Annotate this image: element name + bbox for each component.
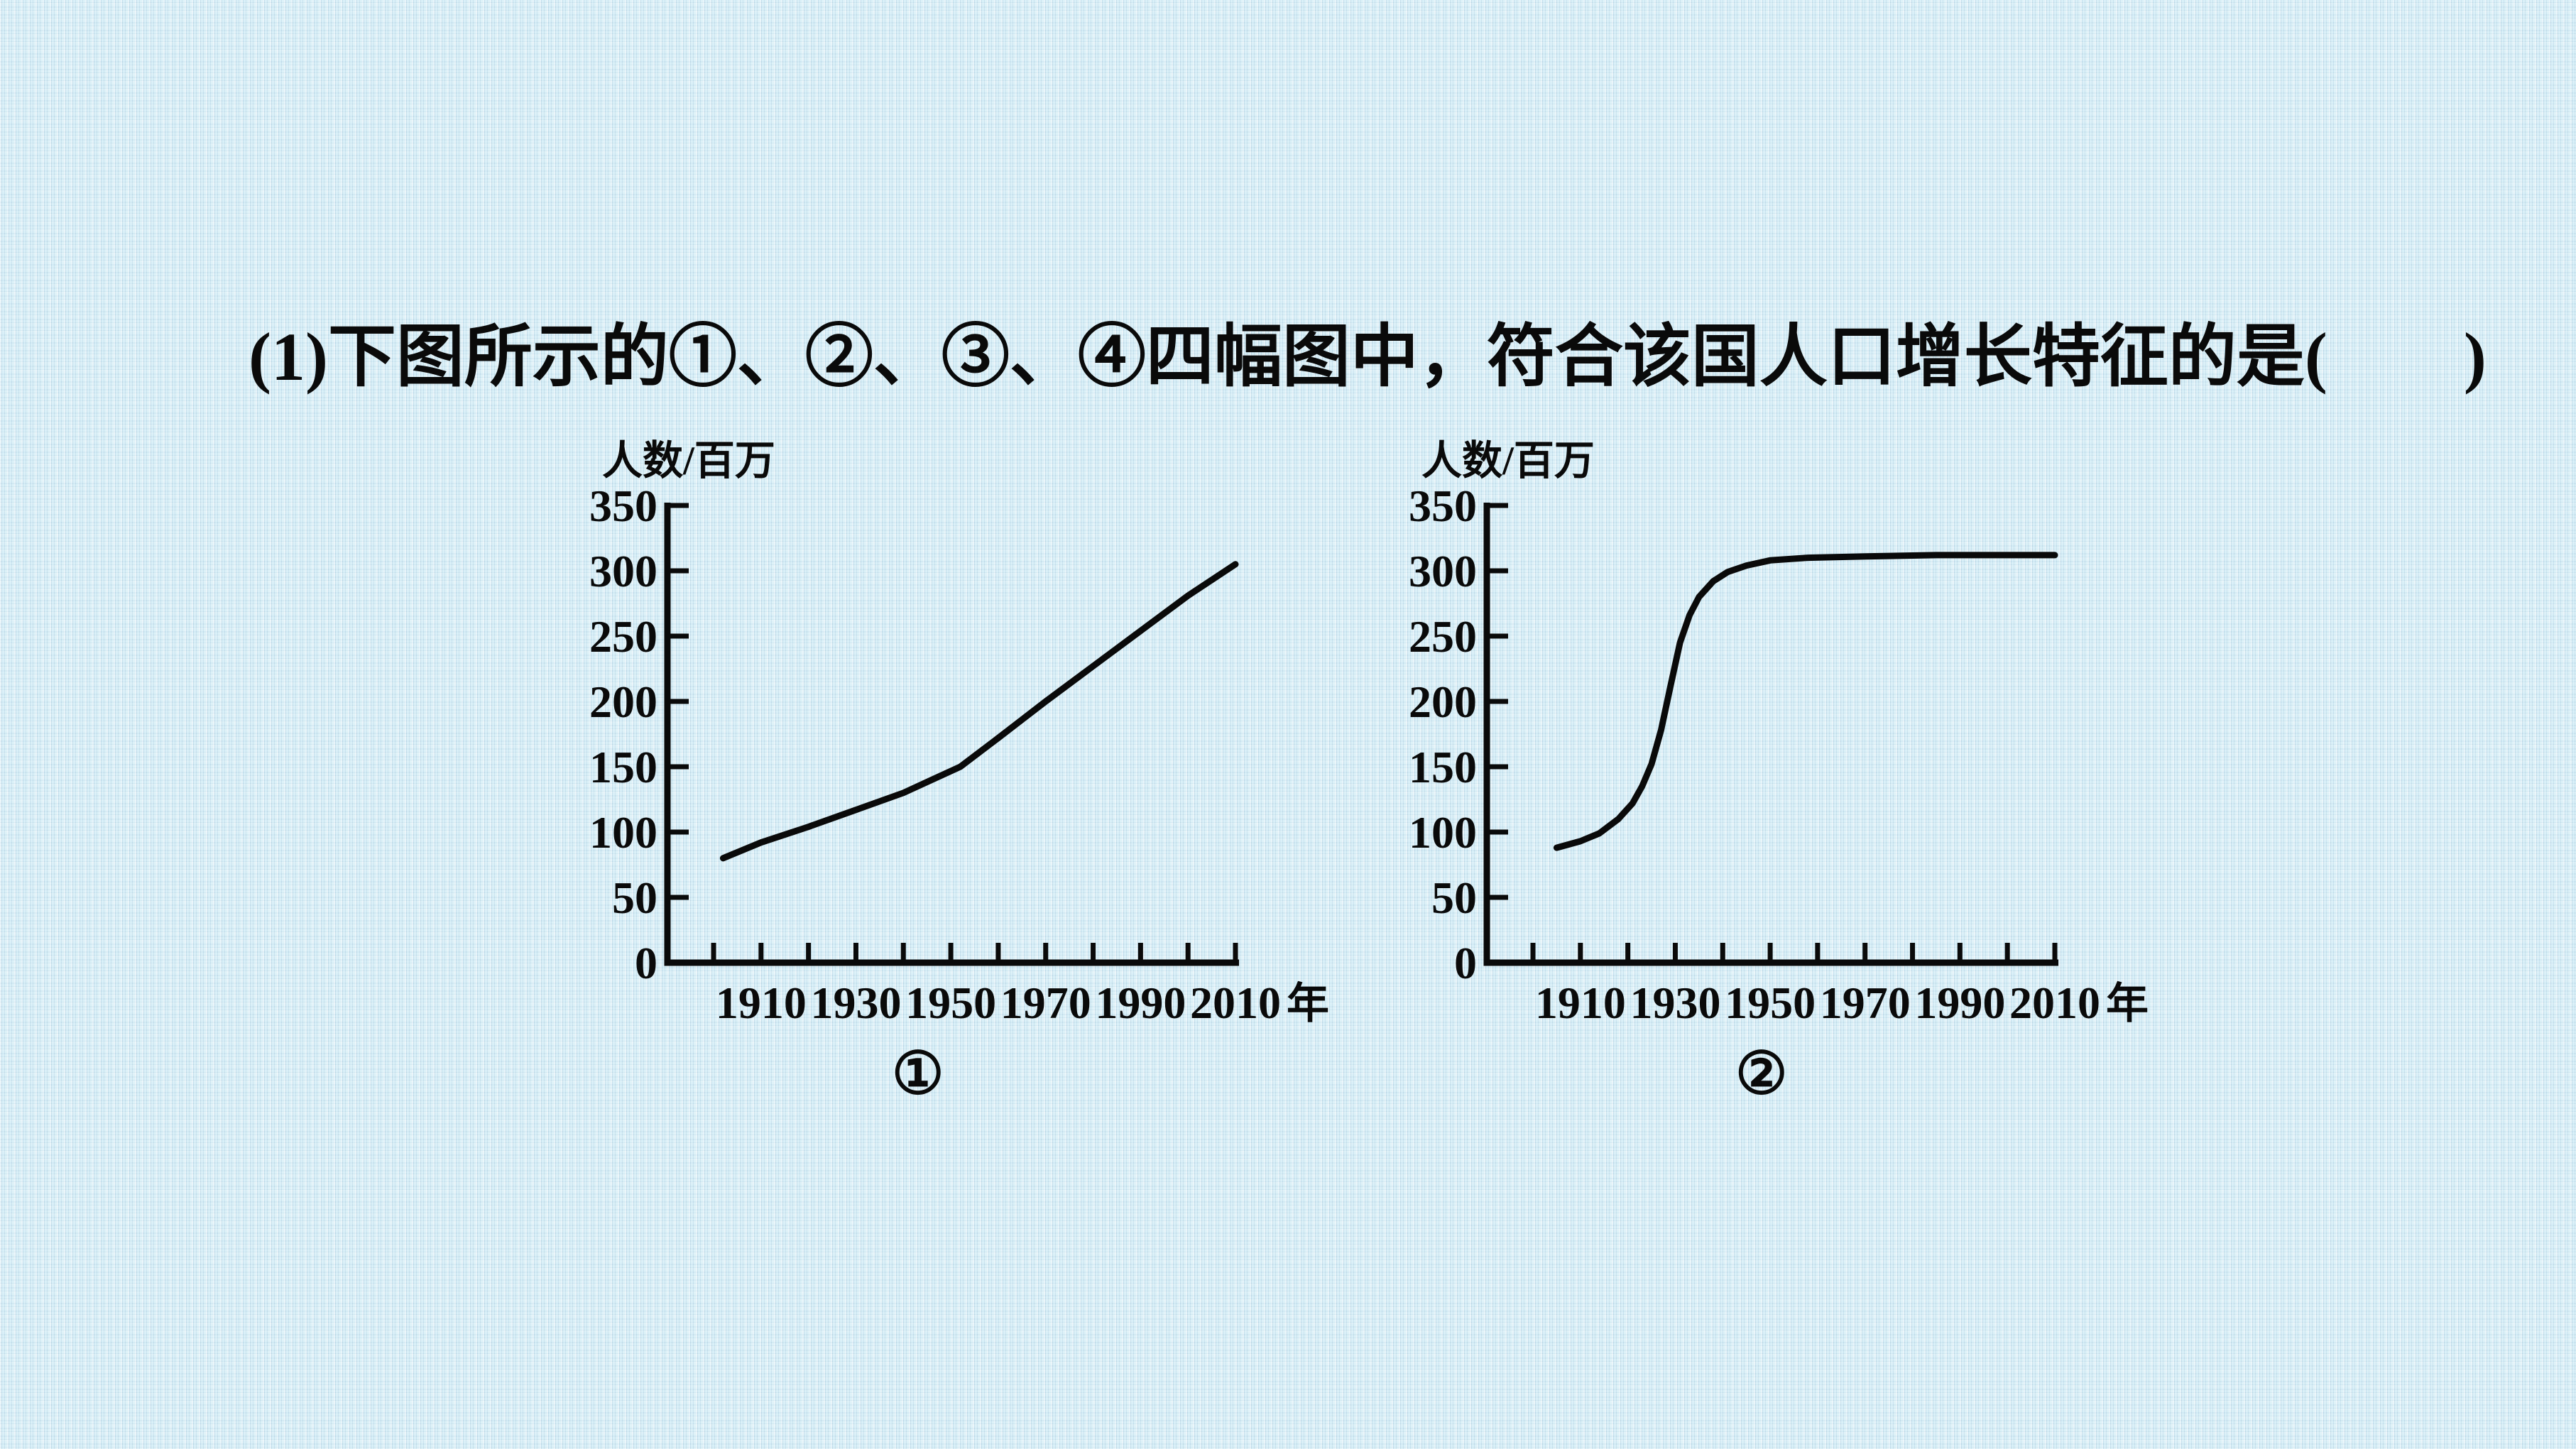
y-tick-label: 300 — [1409, 546, 1477, 596]
x-tick-label: 2010 — [1190, 978, 1281, 1028]
x-tick-label: 1990 — [1914, 978, 2005, 1028]
y-tick-label: 50 — [1431, 873, 1477, 923]
y-tick-label: 350 — [589, 481, 657, 531]
x-tick-label: 1930 — [810, 978, 901, 1028]
y-tick-label: 100 — [589, 807, 657, 858]
y-tick-label: 250 — [589, 611, 657, 662]
chart-1: 人数/百万 0 50 100 150 200 250 300 350 1910 1930 1950 19… — [582, 419, 1349, 1129]
chart-1-caption: ① — [892, 1041, 944, 1106]
axes — [1483, 503, 2058, 966]
y-tick-label: 50 — [612, 873, 657, 923]
y-tick-label: 0 — [1454, 938, 1477, 988]
y-tick-label: 150 — [589, 742, 657, 792]
y-tick-label: 200 — [1409, 677, 1477, 727]
x-axis-unit-label: 年 — [1287, 980, 1329, 1027]
y-tick-label: 200 — [589, 677, 657, 727]
x-tick-label: 1950 — [1725, 978, 1816, 1028]
x-tick-label: 1910 — [716, 978, 807, 1028]
y-tick-label: 350 — [1409, 481, 1477, 531]
axes — [664, 503, 1239, 966]
x-tick-label: 1970 — [1820, 978, 1911, 1028]
y-tick-label: 100 — [1409, 807, 1477, 858]
population-curve — [1553, 552, 2058, 851]
population-curve — [719, 561, 1239, 862]
x-tick-label: 1910 — [1535, 978, 1626, 1028]
chart-2-caption: ② — [1735, 1041, 1788, 1106]
chart-2: 人数/百万 0 50 100 150 200 250 300 350 1910 1930 1950 19… — [1402, 419, 2168, 1129]
question-title: (1)下图所示的①、②、③、④四幅图中，符合该国人口增长特征的是( ) — [249, 319, 2487, 395]
y-axis-title: 人数/百万 — [1421, 439, 1595, 483]
x-axis-unit-label: 年 — [2106, 980, 2149, 1027]
x-tick-label: 1990 — [1095, 978, 1186, 1028]
x-tick-label: 1930 — [1630, 978, 1720, 1028]
x-tick-label: 1970 — [1000, 978, 1091, 1028]
y-tick-label: 300 — [589, 546, 657, 596]
x-tick-label: 1950 — [905, 978, 996, 1028]
x-tick-label: 2010 — [2009, 978, 2100, 1028]
y-tick-label: 250 — [1409, 611, 1477, 662]
y-axis-title: 人数/百万 — [602, 439, 775, 483]
y-tick-label: 0 — [635, 938, 657, 988]
y-tick-label: 150 — [1409, 742, 1477, 792]
